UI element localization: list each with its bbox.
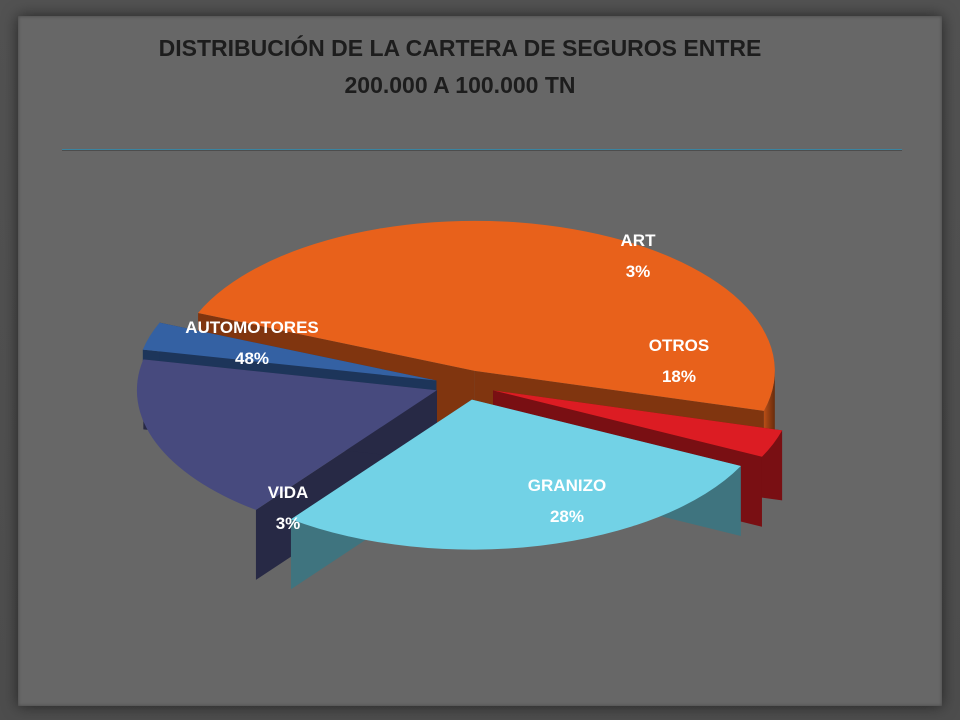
slice-value: 48% xyxy=(234,349,270,368)
slice-art xyxy=(142,322,437,381)
slice-name: ART xyxy=(620,231,656,250)
title-divider xyxy=(62,149,902,150)
slice-granizo xyxy=(290,399,741,550)
slice-name: AUTOMOTORES xyxy=(185,318,319,337)
slice-label-vida: VIDA 3% xyxy=(268,477,309,539)
slice-label-automotores: AUTOMOTORES 48% xyxy=(185,312,319,374)
slice-name: VIDA xyxy=(267,483,309,502)
slice-automotores xyxy=(198,220,775,411)
slice-label-art: ART 3% xyxy=(621,225,656,287)
slice-label-otros: OTROS 18% xyxy=(649,330,709,392)
chart-title: DISTRIBUCIÓN DE LA CARTERA DE SEGUROS EN… xyxy=(158,35,762,98)
slice-label-granizo: GRANIZO 28% xyxy=(528,470,606,532)
slice-value: 18% xyxy=(661,367,697,386)
slice-name: OTROS xyxy=(648,336,710,355)
slice-name: GRANIZO xyxy=(527,476,607,495)
slice-otros xyxy=(136,359,437,510)
slice-vida xyxy=(493,390,783,457)
slice-value: 3% xyxy=(275,514,301,533)
slice-value: 3% xyxy=(625,262,651,281)
slice-value: 28% xyxy=(549,507,585,526)
